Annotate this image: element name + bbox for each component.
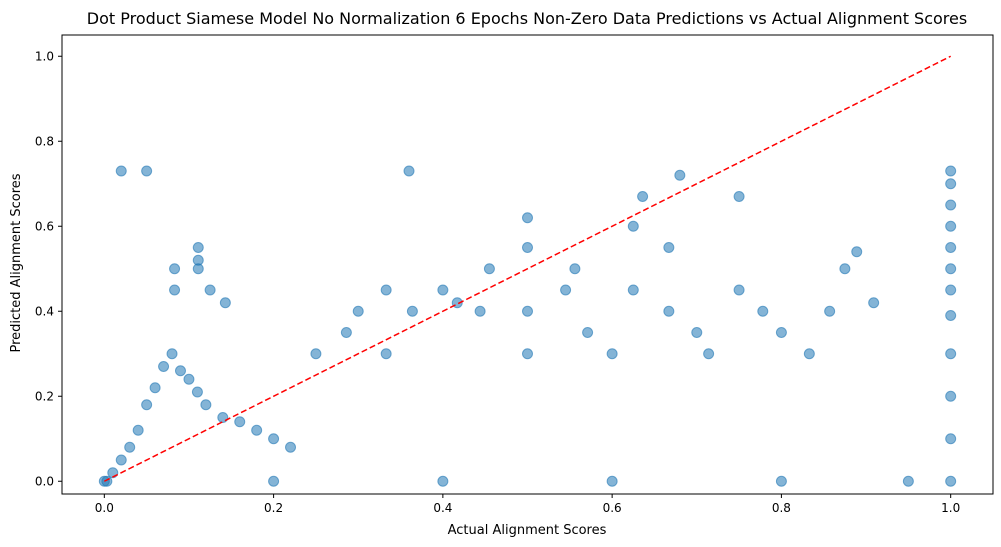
- data-point: [945, 433, 957, 445]
- data-point: [234, 416, 246, 428]
- data-point: [352, 305, 364, 317]
- data-point: [217, 412, 229, 423]
- data-point: [115, 165, 127, 177]
- data-point: [945, 220, 957, 232]
- y-tick-label: 0.2: [35, 389, 54, 403]
- data-point: [204, 284, 216, 296]
- data-point: [158, 361, 170, 372]
- data-point: [219, 297, 231, 309]
- data-point: [268, 433, 280, 445]
- data-point: [757, 305, 769, 317]
- data-point: [406, 305, 418, 317]
- data-point: [183, 373, 195, 385]
- x-tick-label: 0.0: [95, 501, 114, 515]
- x-tick-label: 1.0: [941, 501, 960, 515]
- data-point: [945, 199, 957, 211]
- data-point: [191, 386, 203, 398]
- data-point: [474, 305, 486, 317]
- data-point: [141, 399, 153, 411]
- data-point: [945, 348, 957, 360]
- data-point: [124, 441, 136, 453]
- plot-frame: [61, 34, 994, 495]
- y-tick-label: 0.6: [35, 219, 54, 233]
- data-point: [166, 348, 178, 360]
- data-point: [251, 424, 263, 436]
- data-point: [945, 475, 957, 487]
- data-point: [945, 263, 957, 275]
- data-point: [674, 169, 686, 181]
- data-point: [663, 305, 675, 317]
- data-point: [902, 475, 914, 487]
- data-point: [839, 263, 851, 275]
- reference-line: [103, 55, 952, 482]
- data-point: [310, 348, 322, 360]
- data-point: [803, 348, 815, 360]
- data-point: [192, 242, 204, 253]
- x-tick-label: 0.6: [603, 501, 622, 515]
- data-point: [851, 246, 863, 258]
- data-point: [437, 284, 449, 296]
- data-point: [141, 165, 153, 177]
- x-axis-label: Actual Alignment Scores: [448, 523, 607, 538]
- data-point: [945, 310, 957, 321]
- data-point: [945, 242, 957, 253]
- data-point: [945, 390, 957, 402]
- data-point: [403, 165, 415, 177]
- data-point: [174, 365, 186, 377]
- y-tick-label: 0.8: [35, 134, 54, 148]
- data-point: [824, 305, 836, 317]
- data-point: [285, 441, 297, 453]
- data-point: [945, 284, 957, 296]
- data-point: [627, 220, 639, 232]
- plot-area: 0.0 0.2 0.4 0.6 0.8 1.0 0.0 0.2 0.4 0.6 0.8 1.0: [35, 34, 994, 515]
- data-point: [522, 348, 533, 360]
- data-point: [268, 475, 280, 487]
- data-point: [733, 284, 745, 296]
- data-point: [703, 348, 715, 360]
- data-point: [775, 327, 787, 338]
- data-point: [627, 284, 639, 296]
- chart-title: Dot Product Siamese Model No Normalizati…: [87, 9, 967, 28]
- data-point: [169, 263, 181, 275]
- data-point: [169, 284, 181, 296]
- data-point: [569, 263, 581, 275]
- data-point: [200, 399, 212, 411]
- data-point: [775, 475, 787, 487]
- data-point: [945, 165, 957, 177]
- data-point: [522, 242, 533, 253]
- x-tick-label: 0.8: [772, 501, 791, 515]
- data-point: [606, 475, 618, 487]
- y-tick-label: 0.0: [35, 474, 54, 488]
- data-point: [606, 348, 618, 360]
- y-tick-label: 0.4: [35, 304, 54, 318]
- data-point: [733, 191, 745, 202]
- data-point: [380, 348, 392, 360]
- data-point: [483, 263, 495, 275]
- data-point: [192, 263, 204, 275]
- data-point: [560, 284, 572, 296]
- data-point: [637, 191, 649, 202]
- data-point: [868, 297, 880, 309]
- y-axis-label: Predicted Alignment Scores: [9, 173, 24, 352]
- data-point: [101, 475, 113, 487]
- data-point: [663, 242, 675, 253]
- y-tick-label: 1.0: [35, 49, 54, 63]
- data-point: [340, 327, 352, 338]
- data-point: [582, 327, 594, 338]
- data-point: [437, 475, 449, 487]
- data-point: [945, 178, 957, 190]
- data-point: [522, 305, 533, 317]
- data-point: [132, 424, 144, 436]
- data-point: [149, 382, 161, 394]
- data-point: [691, 327, 703, 338]
- data-point: [115, 454, 127, 466]
- data-point: [380, 284, 392, 296]
- x-tick-label: 0.4: [433, 501, 452, 515]
- x-tick-label: 0.2: [264, 501, 283, 515]
- data-point: [522, 212, 533, 224]
